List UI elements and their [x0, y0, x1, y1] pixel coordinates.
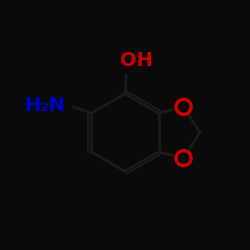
Text: OH: OH — [120, 52, 153, 70]
Text: H₂N: H₂N — [24, 96, 65, 115]
Circle shape — [176, 150, 191, 166]
Circle shape — [176, 99, 191, 114]
